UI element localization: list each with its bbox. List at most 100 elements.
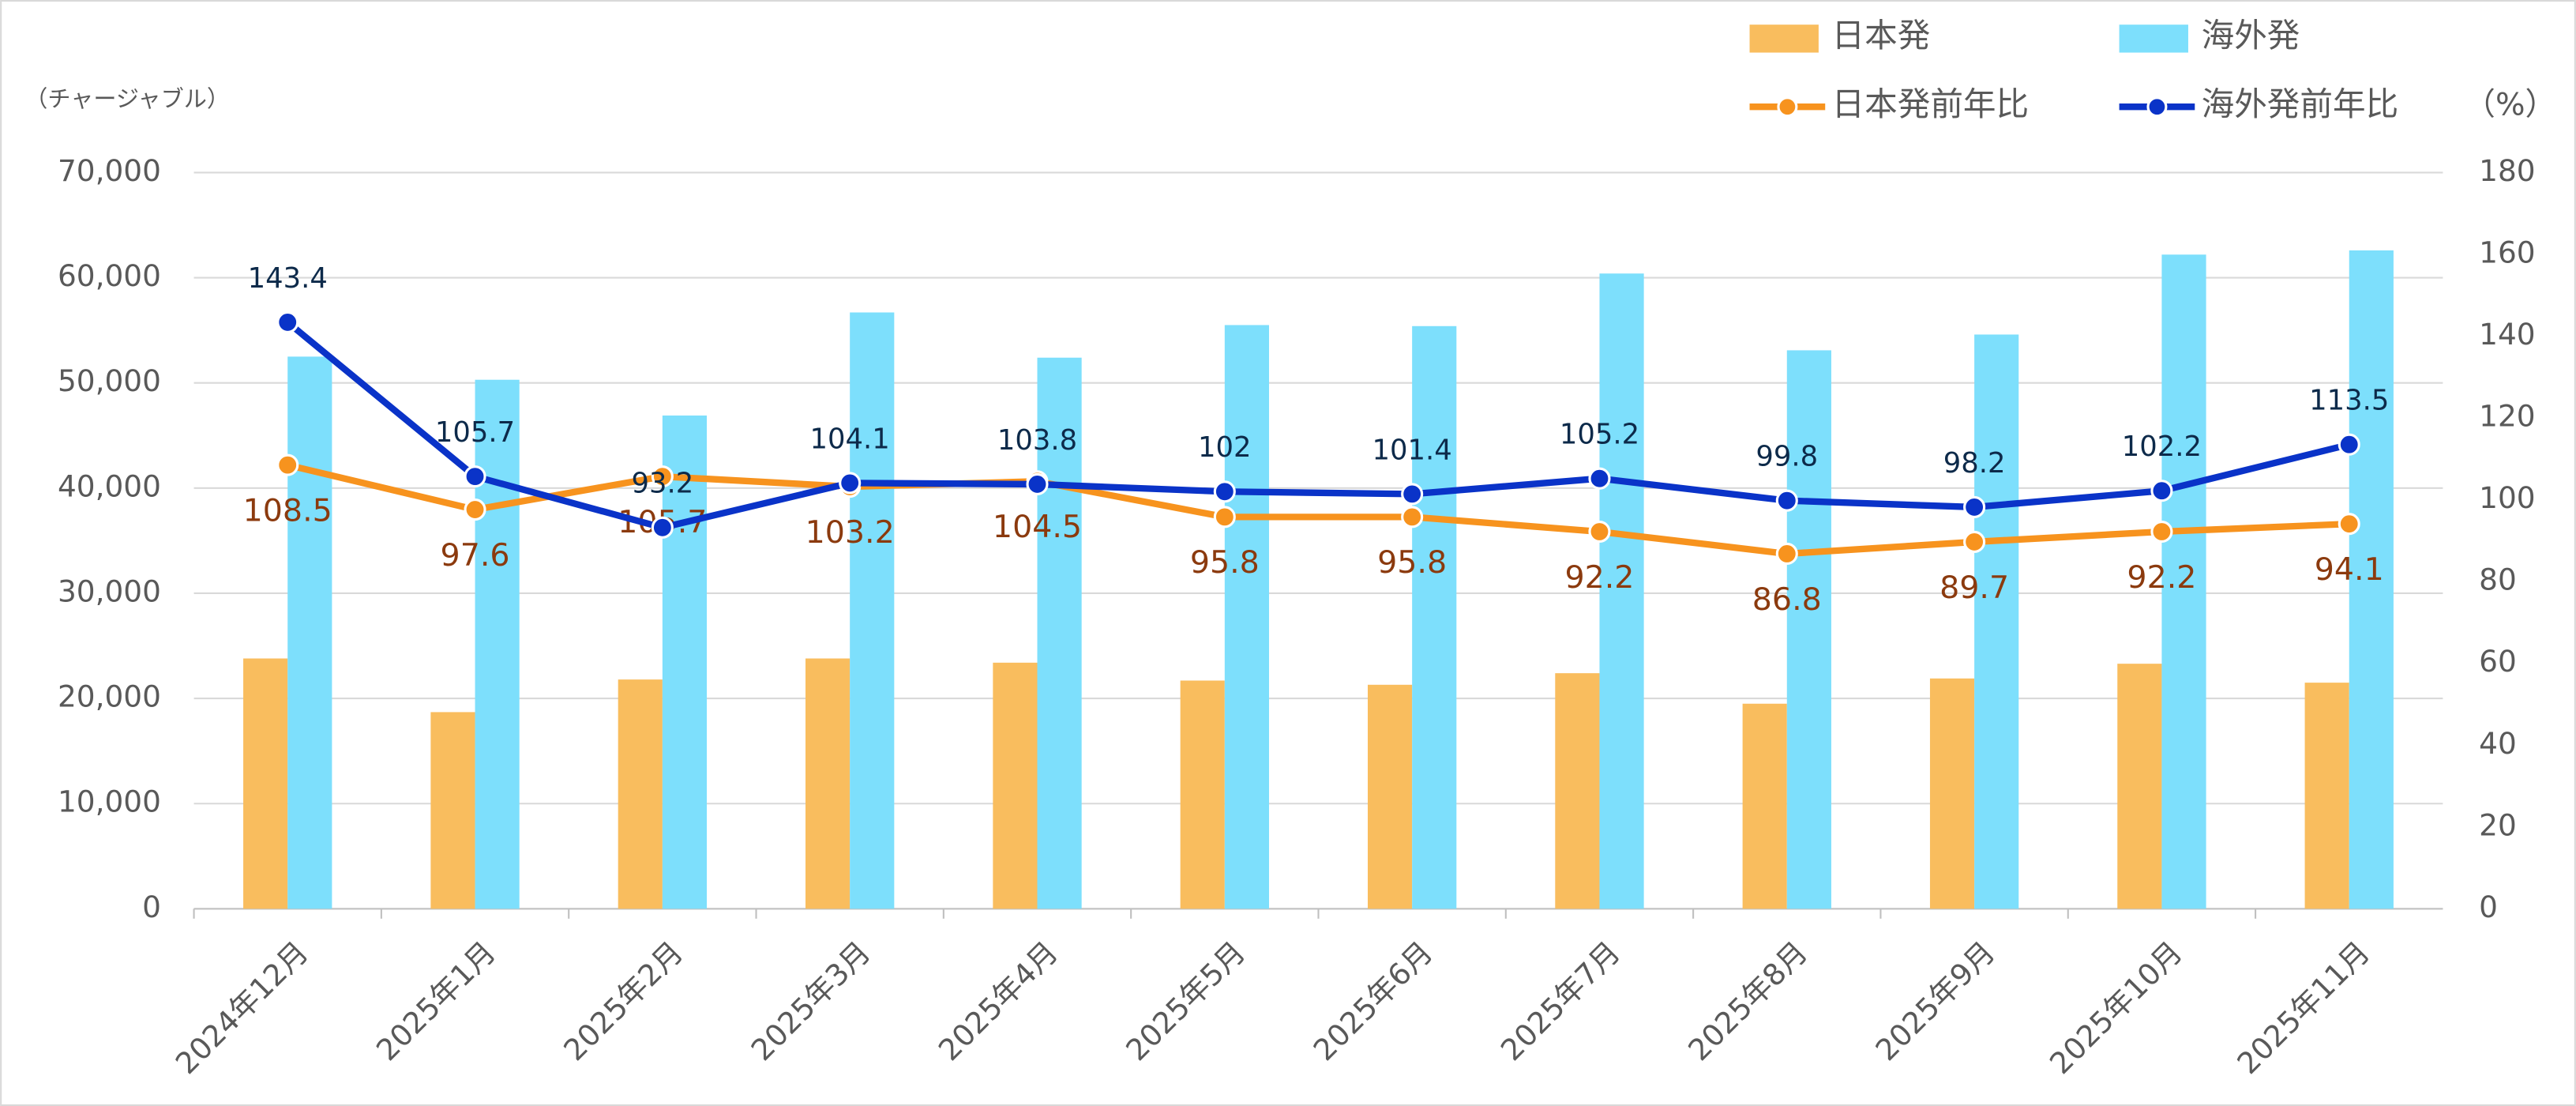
- bar: [2304, 683, 2349, 909]
- line-marker: [1213, 480, 1236, 503]
- bar: [1412, 325, 1457, 909]
- y-tick-label: 50,000: [58, 363, 161, 398]
- line-marker: [464, 498, 486, 521]
- legend-label: 海外発前年比: [2202, 85, 2399, 123]
- line: [287, 461, 2349, 558]
- line-marker: [1963, 530, 1986, 553]
- legend-marker: [1777, 96, 1798, 118]
- bar: [1599, 273, 1644, 909]
- bar: [287, 356, 332, 909]
- line-marker: [1588, 520, 1611, 544]
- y-tick-label: 60,000: [58, 258, 161, 293]
- line-marker: [1401, 483, 1424, 506]
- bar: [993, 662, 1038, 909]
- line-marker: [651, 516, 674, 539]
- line-marker: [464, 465, 486, 488]
- y2-tick-label: 60: [2479, 644, 2517, 679]
- line-marker: [1588, 467, 1611, 490]
- data-label: 105.7: [435, 416, 515, 449]
- line-marker: [1775, 542, 1798, 566]
- legend-label: 日本発前年比: [1832, 85, 2030, 123]
- line-marker: [651, 465, 674, 488]
- data-label: 105.2: [1560, 419, 1639, 451]
- data-label: 92.2: [2127, 559, 2196, 596]
- bar: [1224, 325, 1269, 909]
- y-unit-label: （チャージャブル）: [24, 85, 230, 112]
- line-marker: [839, 472, 862, 495]
- line-marker: [2338, 513, 2360, 536]
- y2-tick-label: 180: [2479, 153, 2535, 188]
- line-marker: [276, 310, 299, 333]
- data-label: 101.4: [1372, 434, 1452, 466]
- y2-tick-label: 100: [2479, 480, 2535, 515]
- data-label: 103.8: [997, 424, 1077, 457]
- data-label: 97.6: [441, 537, 510, 574]
- y2-tick-label: 140: [2479, 317, 2535, 352]
- y-tick-label: 10,000: [58, 784, 161, 819]
- y2-tick-label: 0: [2479, 890, 2498, 924]
- data-label: 104.5: [993, 509, 1082, 545]
- y2-tick-label: 160: [2479, 235, 2535, 269]
- bar: [2349, 250, 2394, 909]
- line-marker: [2150, 480, 2173, 502]
- bar: [618, 679, 663, 909]
- bar: [662, 415, 708, 909]
- data-label: 104.1: [810, 423, 890, 455]
- bar: [1367, 684, 1413, 909]
- data-label: 98.2: [1943, 447, 2006, 480]
- bar: [1180, 680, 1225, 909]
- bar: [1974, 334, 2019, 909]
- y2-tick-label: 20: [2479, 807, 2517, 842]
- bar: [430, 712, 475, 909]
- data-label: 89.7: [1940, 570, 2009, 606]
- line-marker: [2150, 520, 2173, 544]
- bar: [243, 658, 288, 909]
- bar: [1786, 350, 1831, 909]
- y2-tick-label: 40: [2479, 726, 2517, 761]
- bar: [1555, 673, 1600, 909]
- line-marker: [2338, 433, 2360, 456]
- line-marker: [1213, 506, 1236, 529]
- y2-unit-label: （%）: [2464, 87, 2556, 123]
- line-marker: [1775, 489, 1798, 512]
- data-label: 143.4: [248, 262, 328, 295]
- bar: [2161, 254, 2206, 909]
- y-tick-label: 20,000: [58, 679, 161, 714]
- line-marker: [1963, 495, 1986, 518]
- data-label: 102.2: [2122, 431, 2202, 463]
- data-label: 93.2: [631, 468, 693, 500]
- data-label: 95.8: [1377, 544, 1447, 581]
- y-tick-label: 30,000: [58, 574, 161, 608]
- y2-tick-label: 120: [2479, 399, 2535, 434]
- y-tick-label: 70,000: [58, 153, 161, 188]
- legend-label: 日本発: [1832, 16, 1931, 55]
- data-label: 102: [1198, 431, 1252, 464]
- data-label: 86.8: [1752, 581, 1822, 618]
- line-marker: [276, 453, 299, 476]
- data-label: 103.2: [805, 514, 895, 551]
- bar: [805, 658, 851, 909]
- y-tick-label: 0: [142, 890, 161, 924]
- y2-tick-label: 80: [2479, 562, 2517, 597]
- data-label: 94.1: [2315, 551, 2384, 588]
- data-label: 113.5: [2309, 385, 2389, 417]
- bar: [1929, 678, 1975, 909]
- y-tick-label: 40,000: [58, 468, 161, 503]
- legend-swatch: [1749, 24, 1819, 53]
- data-label: 99.8: [1756, 441, 1818, 473]
- line-marker: [1026, 472, 1049, 495]
- bar: [475, 379, 520, 909]
- line-marker: [1401, 506, 1424, 529]
- data-label: 95.8: [1190, 544, 1260, 581]
- data-label: 92.2: [1564, 559, 1634, 596]
- data-label: 108.5: [243, 492, 332, 529]
- legend-label: 海外発: [2202, 16, 2300, 55]
- legend-marker: [2146, 96, 2168, 118]
- line: [285, 319, 2350, 531]
- bar: [1742, 703, 1787, 909]
- legend-swatch: [2119, 24, 2188, 53]
- bar: [850, 312, 895, 909]
